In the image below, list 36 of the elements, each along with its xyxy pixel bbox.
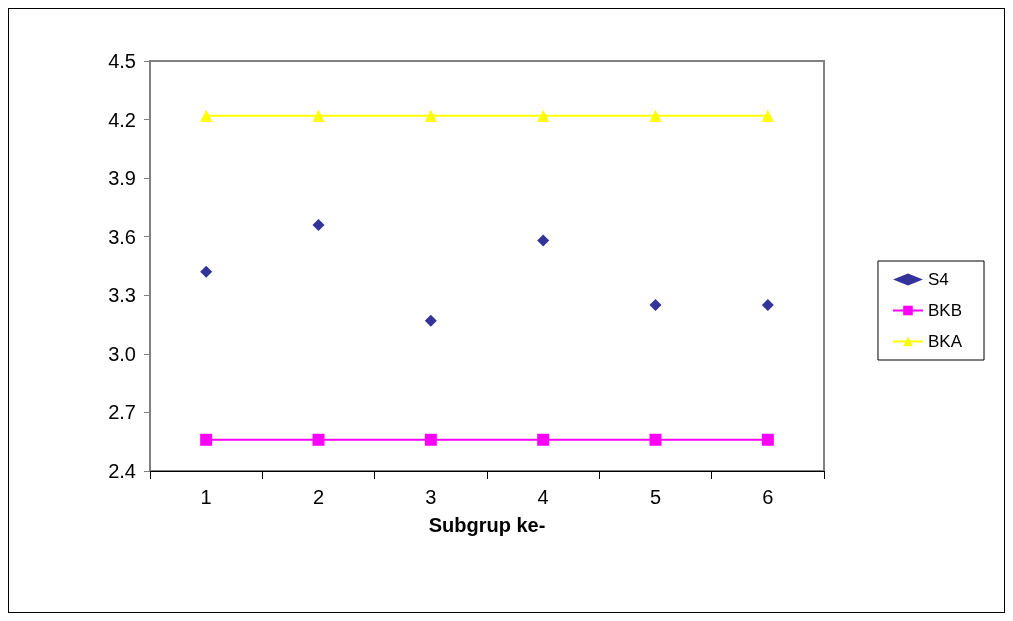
point: [649, 433, 662, 446]
point: [537, 433, 550, 446]
point: [424, 109, 437, 122]
x-tick-label: 1: [200, 486, 212, 508]
point: [537, 234, 550, 247]
y-tick-label: 2.7: [108, 401, 136, 424]
point: [200, 433, 213, 446]
point: [424, 433, 437, 446]
y-tick-label: 4.5: [108, 50, 136, 72]
point: [200, 109, 213, 122]
y-tick-label: 3.6: [108, 225, 136, 248]
point: [312, 109, 325, 122]
x-axis-title: Subgrup ke-: [428, 514, 546, 536]
y-tick-label: 4.2: [108, 108, 136, 131]
x-tick-label: 4: [537, 486, 549, 508]
x-tick-label: 2: [312, 486, 325, 508]
point: [761, 299, 774, 312]
point: [649, 109, 662, 122]
y-tick-label: 2.4: [108, 460, 136, 482]
y-tick-label: 3.3: [108, 284, 136, 307]
point: [424, 314, 437, 327]
x-tick-label: 6: [762, 486, 774, 508]
legend-label: BKB: [927, 301, 963, 320]
y-tick-label: 3.9: [108, 167, 136, 190]
y-tick-label: 3.0: [108, 342, 136, 365]
point: [649, 299, 662, 312]
point: [537, 109, 550, 122]
point: [761, 433, 774, 446]
legend-label: S4: [927, 270, 949, 289]
x-tick-label: 5: [649, 486, 662, 508]
point: [761, 109, 774, 122]
point: [312, 219, 325, 231]
point: [312, 433, 325, 446]
point: [200, 265, 213, 278]
legend-label: BKA: [927, 332, 963, 351]
x-tick-label: 3: [425, 486, 437, 508]
